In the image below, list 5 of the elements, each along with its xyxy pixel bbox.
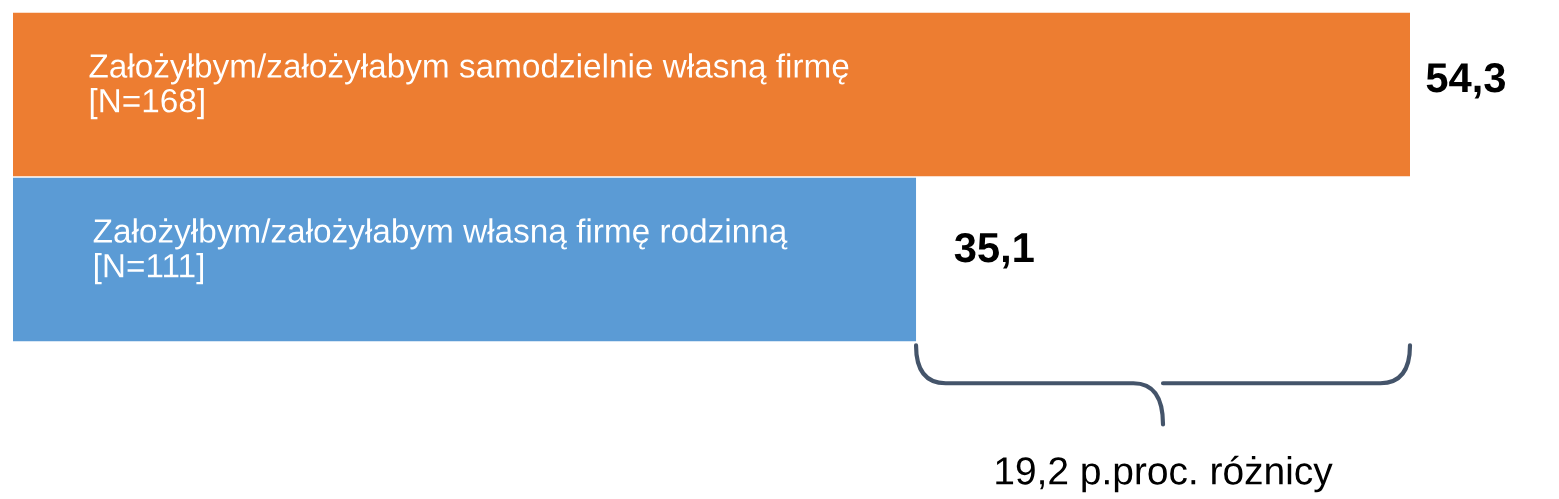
- data-label: 35,1: [954, 232, 1034, 269]
- data-label: 54,3: [1426, 62, 1505, 99]
- text: 19,2 p.proc. różnicy: [996, 455, 1333, 493]
- y-tick-label: Założyłbym/założyłabym samodzielnie własną firmę [N=168]: [89, 53, 849, 120]
- y-tick-label: Założyłbym/założyłabym własną firmę rodzinną [N=111]: [93, 218, 788, 285]
